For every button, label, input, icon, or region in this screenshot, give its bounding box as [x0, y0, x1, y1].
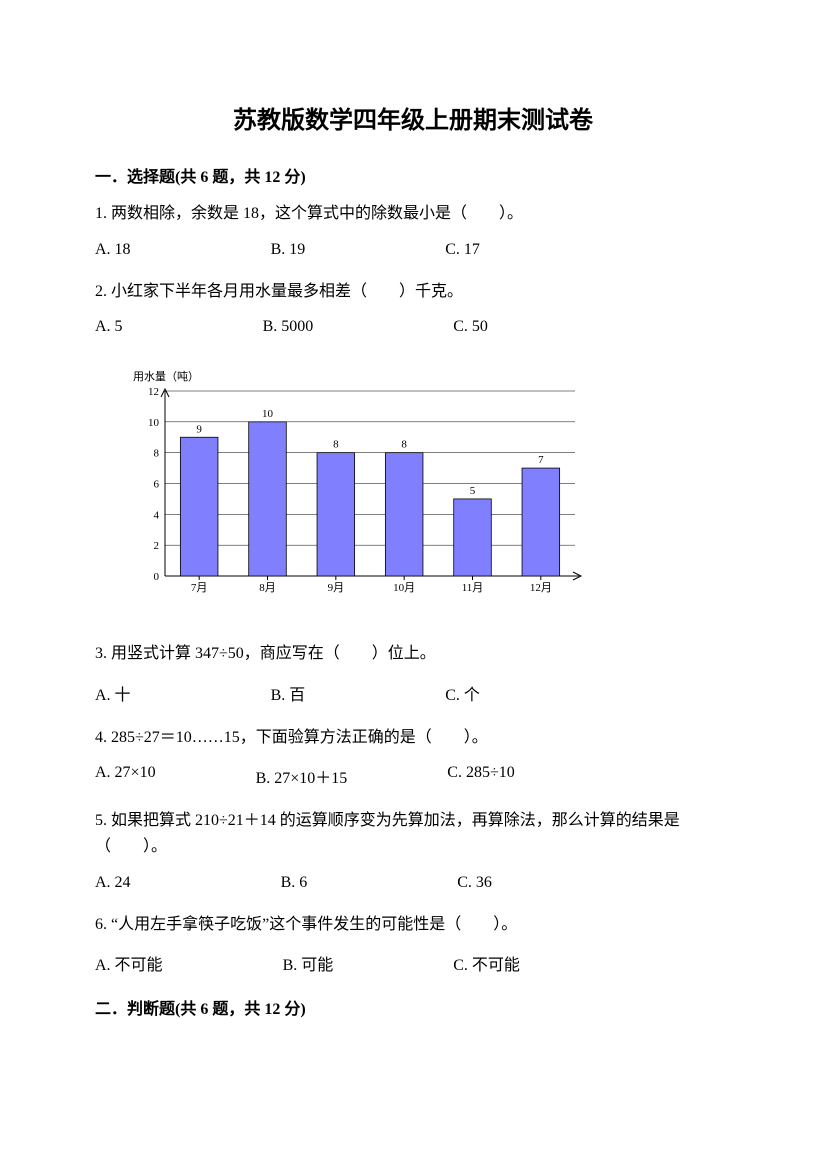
q5-opt-b: B. 6 [281, 874, 308, 892]
q3-opt-a: A. 十 [95, 681, 131, 705]
svg-text:7月: 7月 [191, 582, 208, 594]
svg-text:0: 0 [154, 571, 160, 583]
svg-text:7: 7 [538, 454, 544, 466]
svg-text:10: 10 [148, 417, 160, 429]
svg-text:用水量（吨）: 用水量（吨） [133, 370, 199, 383]
q3-options: A. 十 B. 百 C. 个 [95, 681, 731, 705]
section1-header: 一．选择题(共 6 题，共 12 分) [95, 163, 731, 187]
q5-opt-a: A. 24 [95, 874, 131, 892]
q2-options: A. 5 B. 5000 C. 50 [95, 318, 731, 336]
svg-text:6: 6 [154, 479, 160, 491]
q3-opt-c: C. 个 [445, 681, 480, 705]
svg-text:10: 10 [262, 408, 274, 420]
q6-text: 6. “人用左手拿筷子吃饭”这个事件发生的可能性是（ ）。 [95, 912, 731, 938]
q6-opt-a: A. 不可能 [95, 951, 163, 975]
q1-opt-a: A. 18 [95, 241, 131, 259]
q6-opt-c: C. 不可能 [453, 951, 520, 975]
section2-header: 二．判断题(共 6 题，共 12 分) [95, 995, 731, 1019]
q3-text: 3. 用竖式计算 347÷50，商应写在（ ）位上。 [95, 641, 731, 667]
water-usage-chart: 用水量（吨） 0 2 4 6 8 10 12 9 7月 10 8月 8 9月 8 10月 5 11月 7 12月 [125, 366, 731, 601]
q4-opt-c: C. 285÷10 [447, 764, 514, 788]
svg-text:11月: 11月 [462, 582, 484, 594]
page-title: 苏教版数学四年级上册期末测试卷 [95, 100, 731, 135]
q2-opt-b: B. 5000 [263, 318, 314, 336]
svg-text:4: 4 [154, 510, 160, 522]
q5-text: 5. 如果把算式 210÷21＋14 的运算顺序变为先算加法，再算除法，那么计算… [95, 808, 731, 859]
svg-text:12月: 12月 [530, 582, 552, 594]
svg-text:8: 8 [154, 448, 160, 460]
svg-text:12: 12 [148, 386, 159, 398]
q4-opt-a: A. 27×10 [95, 764, 156, 788]
svg-text:9月: 9月 [328, 582, 345, 594]
svg-text:8: 8 [333, 439, 339, 451]
q4-opt-b: B. 27×10＋15 [256, 764, 348, 788]
svg-text:9: 9 [196, 423, 202, 435]
q2-text: 2. 小红家下半年各月用水量最多相差（ ）千克。 [95, 279, 731, 305]
svg-text:10月: 10月 [393, 582, 415, 594]
q5-opt-c: C. 36 [457, 874, 492, 892]
q4-text: 4. 285÷27＝10……15，下面验算方法正确的是（ ）。 [95, 725, 731, 751]
svg-text:8: 8 [401, 439, 407, 451]
q1-options: A. 18 B. 19 C. 17 [95, 241, 731, 259]
q1-opt-c: C. 17 [445, 241, 480, 259]
q6-opt-b: B. 可能 [283, 951, 334, 975]
q3-opt-b: B. 百 [271, 681, 306, 705]
svg-text:8月: 8月 [259, 582, 276, 594]
q1-text: 1. 两数相除，余数是 18，这个算式中的除数最小是（ ）。 [95, 201, 731, 227]
q5-options: A. 24 B. 6 C. 36 [95, 874, 731, 892]
q2-opt-a: A. 5 [95, 318, 123, 336]
q6-options: A. 不可能 B. 可能 C. 不可能 [95, 951, 731, 975]
q2-opt-c: C. 50 [453, 318, 488, 336]
svg-text:5: 5 [470, 485, 476, 497]
q1-opt-b: B. 19 [271, 241, 306, 259]
q4-options: A. 27×10 B. 27×10＋15 C. 285÷10 [95, 764, 731, 788]
svg-text:2: 2 [154, 540, 160, 552]
